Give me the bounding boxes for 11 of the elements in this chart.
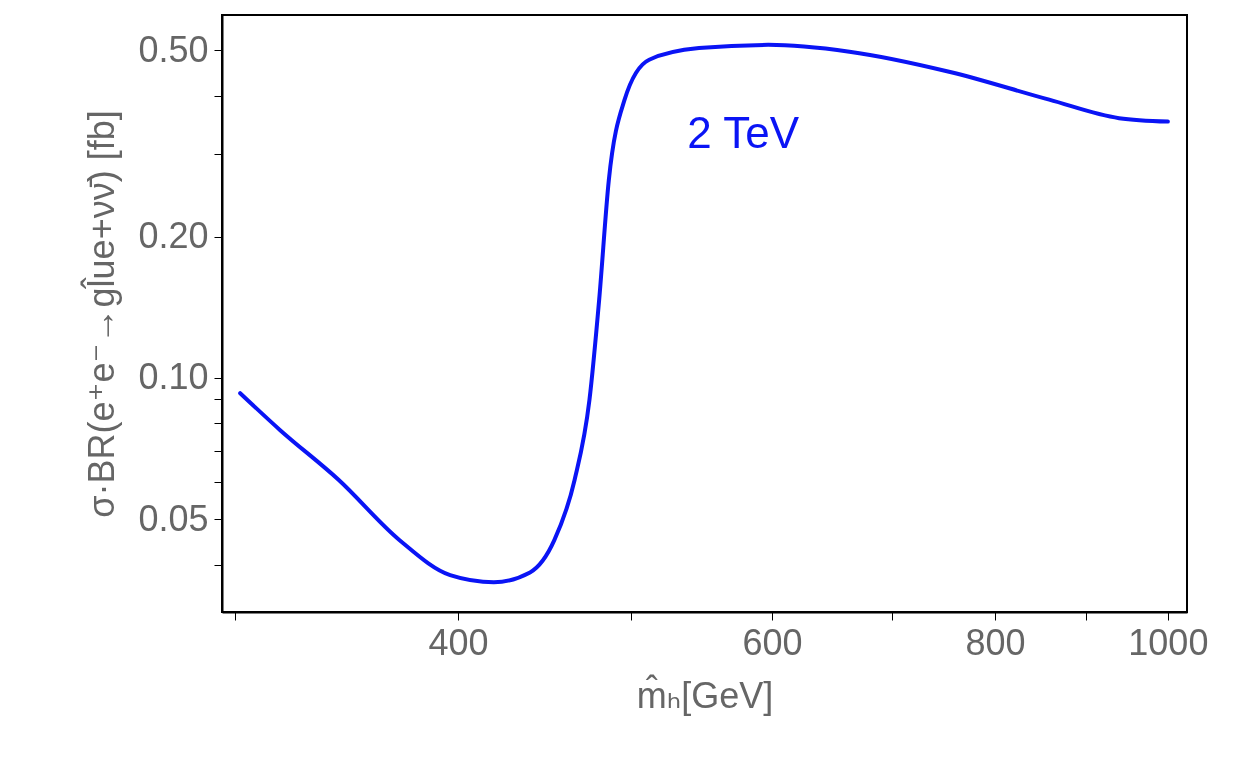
x-tick-label: 1000 <box>1128 621 1209 663</box>
series-label: 2 TeV <box>687 107 800 157</box>
y-tick-label: 0.20 <box>138 215 209 257</box>
x-tick-label: 400 <box>428 621 489 663</box>
y-tick-label: 0.05 <box>138 497 209 539</box>
y-tick-label: 0.10 <box>138 356 209 398</box>
y-axis-title: σ·BR(e⁺e⁻→gl̂ue+νν̄) [fb] <box>79 110 123 518</box>
x-tick-label: 800 <box>965 621 1026 663</box>
y-tick-label: 0.50 <box>138 28 209 70</box>
x-axis-title: m̂ₕ[GeV] <box>636 673 774 716</box>
x-tick-label: 600 <box>742 621 803 663</box>
